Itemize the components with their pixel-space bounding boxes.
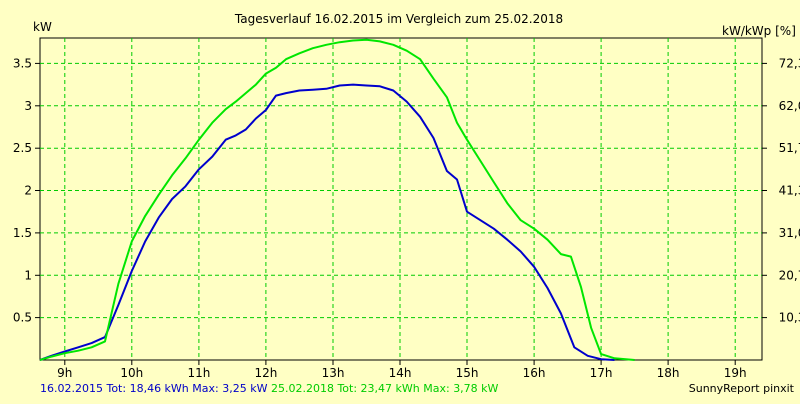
- series-line-2: [39, 38, 635, 361]
- x-tick-label: 10h: [120, 366, 143, 380]
- y2-axis-label: kW/kWp [%]: [722, 24, 796, 38]
- x-tick-label: 17h: [590, 366, 613, 380]
- y2-tick-label: 31,0: [779, 226, 800, 240]
- grid: [40, 38, 762, 360]
- x-tick-label: 19h: [724, 366, 747, 380]
- y-axis-label: kW: [33, 20, 52, 34]
- y-tick-label: 2.5: [13, 141, 32, 155]
- plot-frame: [39, 37, 763, 361]
- credit-text: SunnyReport pinxit: [688, 382, 794, 395]
- y2-tick-label: 41,3: [779, 184, 800, 198]
- x-tick-label: 16h: [523, 366, 546, 380]
- y-tick-label: 3: [24, 99, 32, 113]
- y2-tick-label: 10,3: [779, 311, 800, 325]
- x-tick-label: 11h: [187, 366, 210, 380]
- x-tick-label: 14h: [389, 366, 412, 380]
- y-tick-label: 1.5: [13, 226, 32, 240]
- y-tick-label: 1: [24, 268, 32, 282]
- y2-tick-label: 72,3: [779, 56, 800, 70]
- series2-stats: 25.02.2018 Tot: 23,47 kWh Max: 3,78 kW: [270, 382, 499, 395]
- y2-tick-label: 51,7: [779, 141, 800, 155]
- series1-stats: 16.02.2015 Tot: 18,46 kWh Max: 3,25 kW: [40, 382, 268, 395]
- tick-labels: 9h 10h 11h 12h 13h 14h 15h 16h 17h 18h 19h 0.5 10,3 1…: [13, 56, 800, 380]
- x-tick-label: 12h: [254, 366, 277, 380]
- x-tick-label: 15h: [456, 366, 479, 380]
- y2-tick-label: 62,0: [779, 99, 800, 113]
- y-tick-label: 2: [24, 184, 32, 198]
- x-tick-label: 18h: [657, 366, 680, 380]
- x-tick-label: 13h: [322, 366, 345, 380]
- chart-title: Tagesverlauf 16.02.2015 im Vergleich zum…: [234, 12, 563, 26]
- y-tick-label: 3.5: [13, 56, 32, 70]
- series-layer: [39, 38, 635, 361]
- x-tick-label: 9h: [57, 366, 72, 380]
- footer-stats: 16.02.2015 Tot: 18,46 kWh Max: 3,25 kW 2…: [40, 382, 498, 395]
- series-line-1: [39, 83, 615, 361]
- y2-tick-label: 20,7: [779, 268, 800, 282]
- y-tick-label: 0.5: [13, 311, 32, 325]
